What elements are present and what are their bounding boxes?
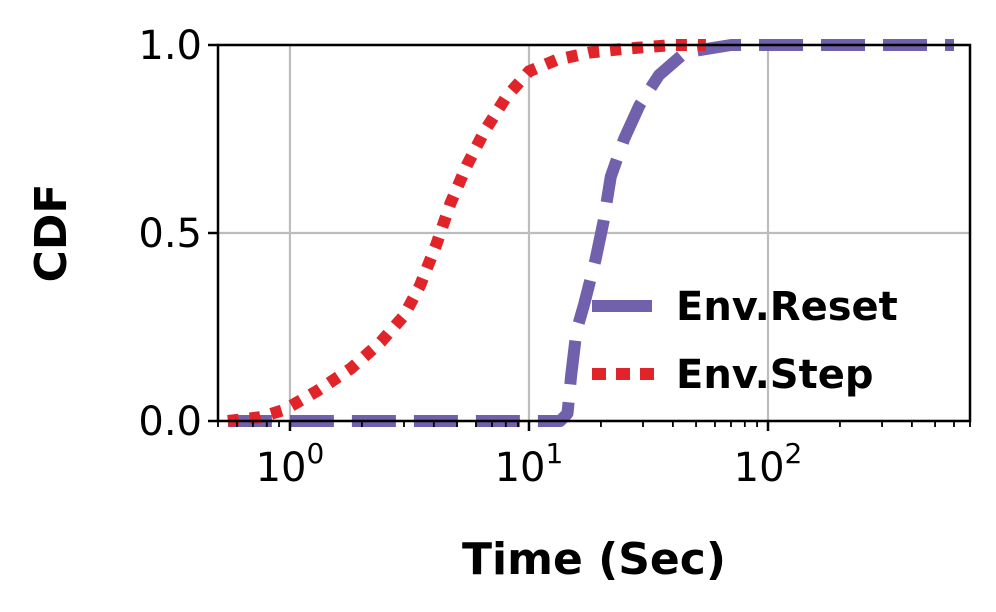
y-tick-label: 0.0 (138, 399, 202, 445)
legend: Env.Reset Env.Step (592, 284, 898, 398)
legend-label-env-reset: Env.Reset (676, 284, 898, 330)
x-tick-label: 101 (495, 437, 564, 491)
series-line-env-step (227, 39, 706, 427)
x-axis-label: Time (Sec) (462, 534, 726, 585)
y-tick-label: 1.0 (138, 23, 202, 69)
series-lines (227, 39, 954, 427)
legend-label-env-step: Env.Step (676, 352, 874, 398)
series-line-env-reset (227, 39, 954, 427)
x-tick-label: 102 (734, 437, 803, 491)
y-tick-label: 0.5 (138, 211, 202, 257)
ticks: 100 101 102 0.0 0.5 1.0 (138, 23, 971, 491)
x-tick-label: 100 (256, 437, 325, 491)
y-axis-label: CDF (26, 184, 77, 283)
